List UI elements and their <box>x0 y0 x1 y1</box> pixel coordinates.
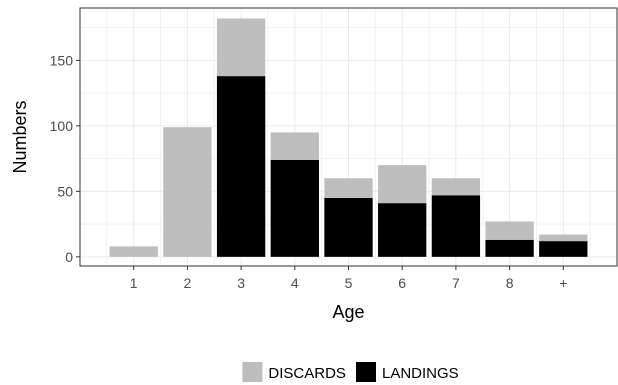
bar-landings-plus <box>539 241 588 257</box>
x-tick-label: 1 <box>130 275 138 291</box>
bar-discards-3 <box>216 18 266 77</box>
bar-landings-4 <box>270 159 319 257</box>
legend-key-discards <box>242 362 263 382</box>
bar-discards-8 <box>485 221 534 240</box>
bar-discards-4 <box>270 132 319 160</box>
y-tick-label: 100 <box>50 118 74 134</box>
legend-label-discards: DISCARDS <box>268 365 346 382</box>
x-tick-label: 6 <box>398 275 406 291</box>
bar-landings-8 <box>485 239 534 257</box>
legend-key-landings <box>356 362 376 382</box>
bar-discards-plus <box>539 234 588 242</box>
legend-label-landings: LANDINGS <box>382 365 459 382</box>
bar-discards-7 <box>431 178 481 196</box>
x-tick-label: 4 <box>291 275 299 291</box>
bars <box>109 18 588 257</box>
x-axis-title: Age <box>332 302 364 322</box>
x-tick-label: + <box>559 275 567 291</box>
bar-landings-6 <box>378 203 427 257</box>
legend: DISCARDS LANDINGS <box>242 362 459 382</box>
x-tick-label: 2 <box>184 275 192 291</box>
bar-discards-2 <box>163 127 212 257</box>
y-tick-label: 150 <box>50 52 74 68</box>
x-tick-label: 3 <box>237 275 245 291</box>
x-tick-label: 8 <box>506 275 514 291</box>
bar-discards-5 <box>324 178 373 198</box>
bar-landings-3 <box>216 76 266 257</box>
x-tick-label: 7 <box>452 275 460 291</box>
minor-grid <box>80 8 617 266</box>
bar-discards-6 <box>378 165 427 204</box>
x-axis: 1 2 3 4 5 6 7 8 + <box>130 266 567 291</box>
y-axis: 0 50 100 150 <box>50 52 80 265</box>
y-tick-label: 0 <box>65 249 73 265</box>
y-axis-title: Numbers <box>10 100 30 173</box>
x-tick-label: 5 <box>345 275 353 291</box>
bar-landings-5 <box>324 197 373 257</box>
y-tick-label: 50 <box>57 183 73 199</box>
bar-landings-7 <box>431 195 481 257</box>
bar-discards-1 <box>109 246 158 257</box>
